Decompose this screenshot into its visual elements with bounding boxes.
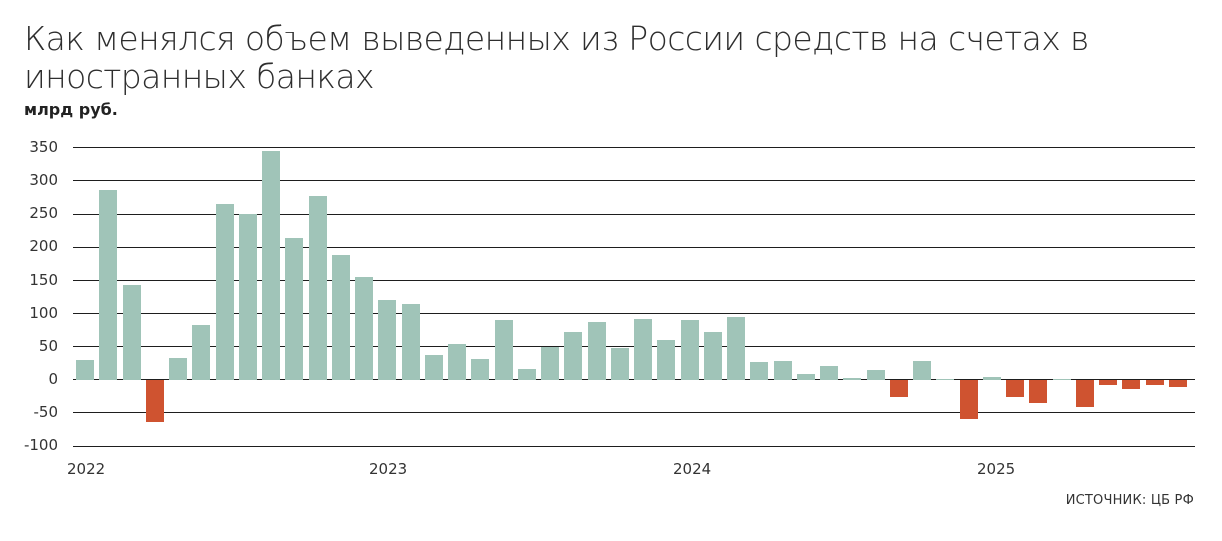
bar-positive: [1052, 379, 1071, 380]
y-axis-tick-label: -100: [23, 436, 58, 455]
y-axis-tick-label: 200: [29, 237, 58, 256]
y-axis-tick-label: 100: [29, 303, 58, 322]
gridline: [73, 180, 1195, 182]
bar-positive: [355, 276, 373, 380]
bar-positive: [471, 358, 490, 380]
x-axis-year-label: 2023: [369, 460, 408, 478]
bar-positive: [378, 300, 397, 380]
bar-positive: [843, 378, 862, 380]
bar-positive: [866, 370, 885, 380]
bar-negative: [1006, 380, 1024, 398]
bar-positive: [517, 368, 536, 380]
y-axis-tick-label: 300: [29, 171, 58, 190]
bar-positive: [215, 204, 234, 380]
y-axis-tick-label: 50: [38, 336, 58, 355]
bar-positive: [727, 317, 745, 380]
bar-positive: [913, 361, 931, 380]
gridline: [73, 246, 1195, 248]
bar-positive: [634, 319, 652, 380]
gridline: [73, 279, 1195, 281]
bar-positive: [238, 214, 257, 380]
bar-positive: [657, 340, 676, 380]
bar-positive: [541, 346, 559, 380]
bar-positive: [122, 284, 141, 380]
bar-positive: [773, 360, 792, 380]
bar-positive: [936, 379, 955, 380]
bar-negative: [1029, 380, 1048, 404]
bar-positive: [703, 332, 722, 380]
bar-positive: [796, 374, 815, 380]
y-axis-tick-label: -50: [33, 403, 59, 422]
bar-negative: [1099, 380, 1117, 385]
x-axis-year-label: 2022: [67, 460, 106, 478]
bar-positive: [564, 331, 583, 380]
bar-positive: [750, 362, 769, 380]
bar-positive: [494, 320, 513, 380]
gridline: [73, 312, 1195, 314]
bar-negative: [889, 380, 908, 398]
x-axis-year-label: 2024: [673, 460, 712, 478]
bar-negative: [1075, 380, 1094, 407]
bar-positive: [285, 238, 304, 380]
gridline: [73, 213, 1195, 215]
unit-label: млрд руб.: [24, 100, 118, 119]
bar-positive: [424, 354, 443, 380]
y-axis-tick-label: 0: [48, 370, 58, 388]
bar-positive: [820, 366, 838, 380]
gridline: [73, 412, 1195, 414]
bar-positive: [169, 358, 187, 380]
gridline: [73, 147, 1195, 149]
bar-positive: [192, 324, 211, 380]
bar-positive: [587, 321, 606, 380]
bar-positive: [680, 320, 699, 380]
bar-positive: [308, 196, 327, 380]
bar-negative: [1122, 380, 1141, 389]
bar-negative: [959, 380, 978, 420]
x-axis-year-label: 2025: [977, 460, 1016, 478]
gridline: [73, 445, 1195, 447]
source-note: ИСТОЧНИК: ЦБ РФ: [1065, 493, 1194, 508]
bar-positive: [99, 190, 118, 380]
bar-positive: [448, 343, 466, 380]
chart-title: Как менялся объем выведенных из России с…: [24, 19, 1089, 96]
bar-positive: [76, 360, 94, 380]
bar-positive: [331, 255, 350, 380]
bar-negative: [1145, 380, 1164, 386]
bar-negative: [1168, 380, 1187, 388]
bar-positive: [982, 377, 1001, 380]
y-axis-tick-label: 250: [29, 204, 58, 223]
bar-positive: [610, 348, 629, 380]
bar-positive: [401, 303, 420, 380]
y-axis-tick-label: 150: [29, 270, 58, 289]
y-axis-tick-label: 350: [29, 137, 58, 156]
bar-positive: [262, 151, 280, 380]
bar-negative: [145, 380, 164, 422]
